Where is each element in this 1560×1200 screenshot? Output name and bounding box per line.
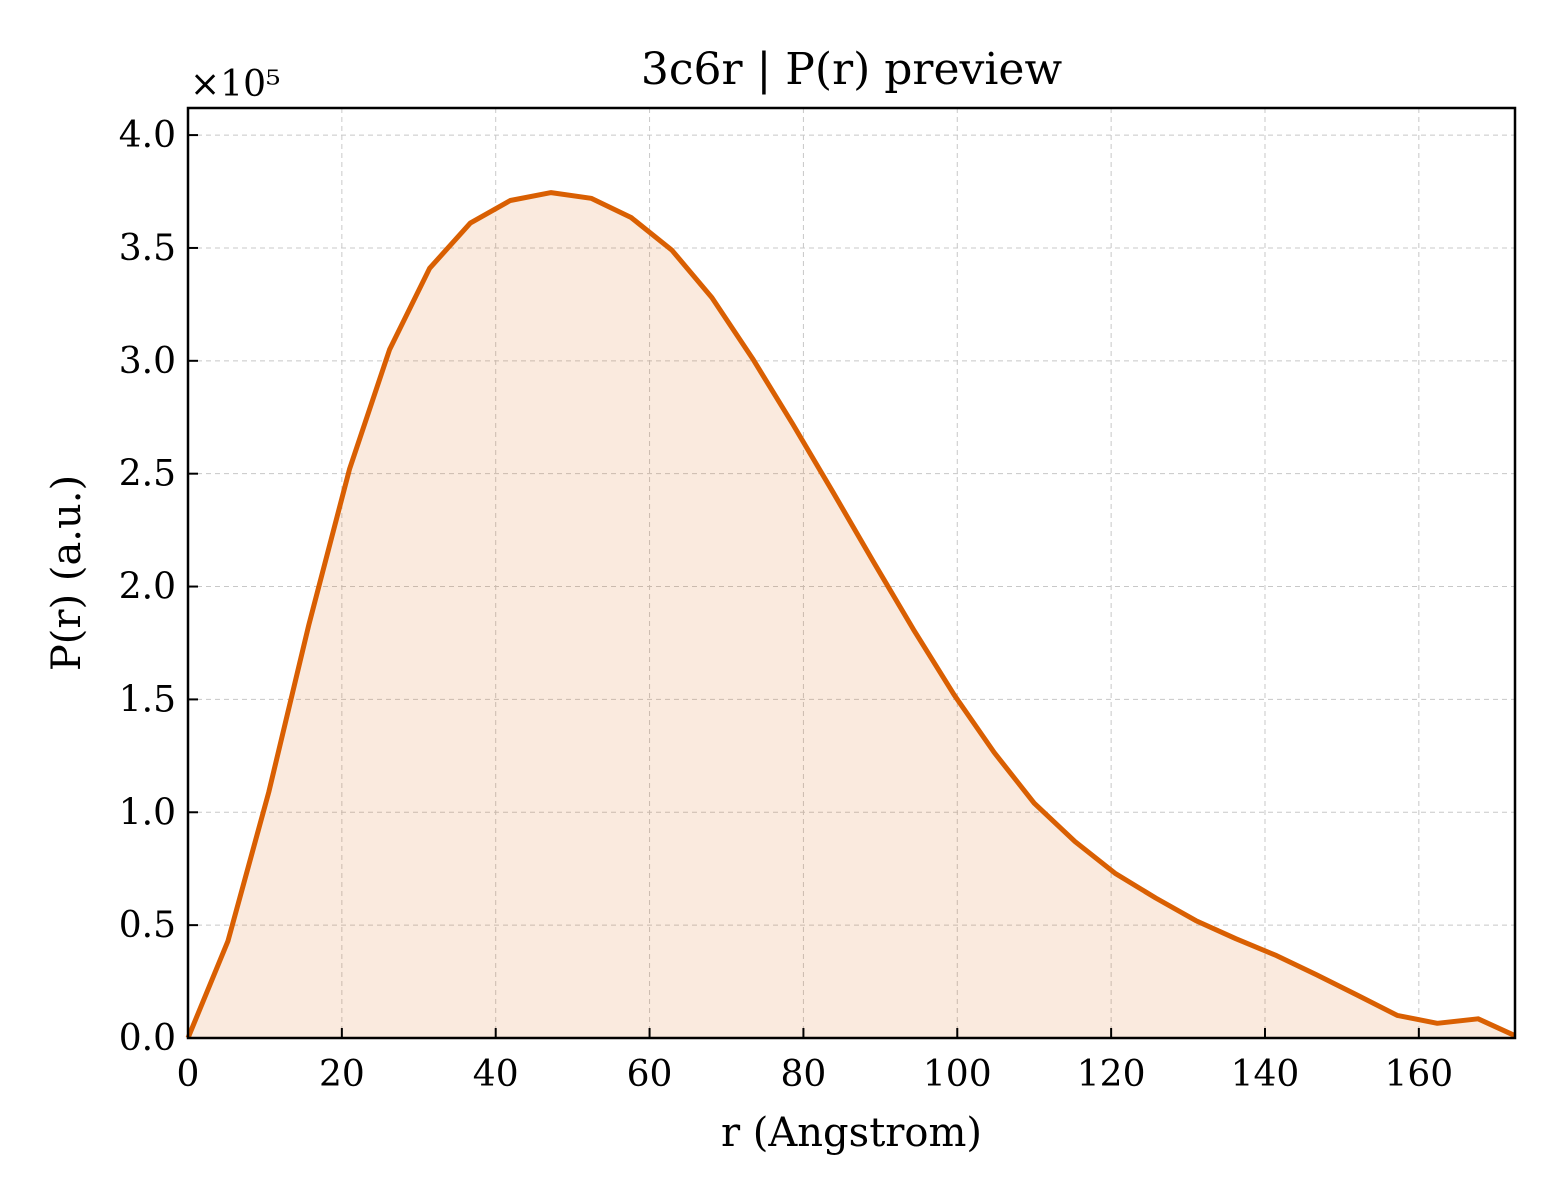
- y-tick-label: 1.0: [119, 792, 176, 833]
- x-tick-label: 0: [177, 1054, 200, 1095]
- y-tick-label: 4.0: [119, 115, 176, 156]
- y-axis-multiplier: ×10⁵: [190, 64, 280, 105]
- x-tick-label: 160: [1384, 1054, 1453, 1095]
- x-tick-label: 140: [1231, 1054, 1300, 1095]
- x-axis: 0 20 40 60 80 100 120 140 160: [177, 1028, 1453, 1095]
- x-tick-label: 40: [473, 1054, 519, 1095]
- y-tick-label: 2.5: [119, 454, 176, 495]
- series-line: [185, 190, 1517, 1039]
- plot-frame: [186, 106, 1517, 1040]
- chart-title: 3c6r | P(r) preview: [641, 44, 1063, 95]
- y-tick-label: 3.0: [119, 341, 176, 382]
- y-tick-label: 1.5: [119, 679, 176, 720]
- x-tick-label: 20: [319, 1054, 365, 1095]
- y-axis-label: P(r) (a.u.): [44, 475, 90, 671]
- grid: [188, 108, 1515, 1038]
- x-tick-label: 100: [923, 1054, 992, 1095]
- y-tick-label: 3.5: [119, 228, 176, 269]
- x-axis-label: r (Angstrom): [721, 1110, 982, 1156]
- x-tick-label: 120: [1077, 1054, 1146, 1095]
- area-fill: [188, 192, 1515, 1039]
- y-tick-label: 0.0: [119, 1018, 176, 1059]
- y-axis: 0.0 0.5 1.0 1.5 2.0 2.5 3.0 3.5 4.0: [119, 115, 198, 1059]
- y-tick-label: 2.0: [119, 567, 176, 608]
- y-tick-label: 0.5: [119, 905, 176, 946]
- x-tick-label: 80: [781, 1054, 827, 1095]
- x-tick-label: 60: [627, 1054, 673, 1095]
